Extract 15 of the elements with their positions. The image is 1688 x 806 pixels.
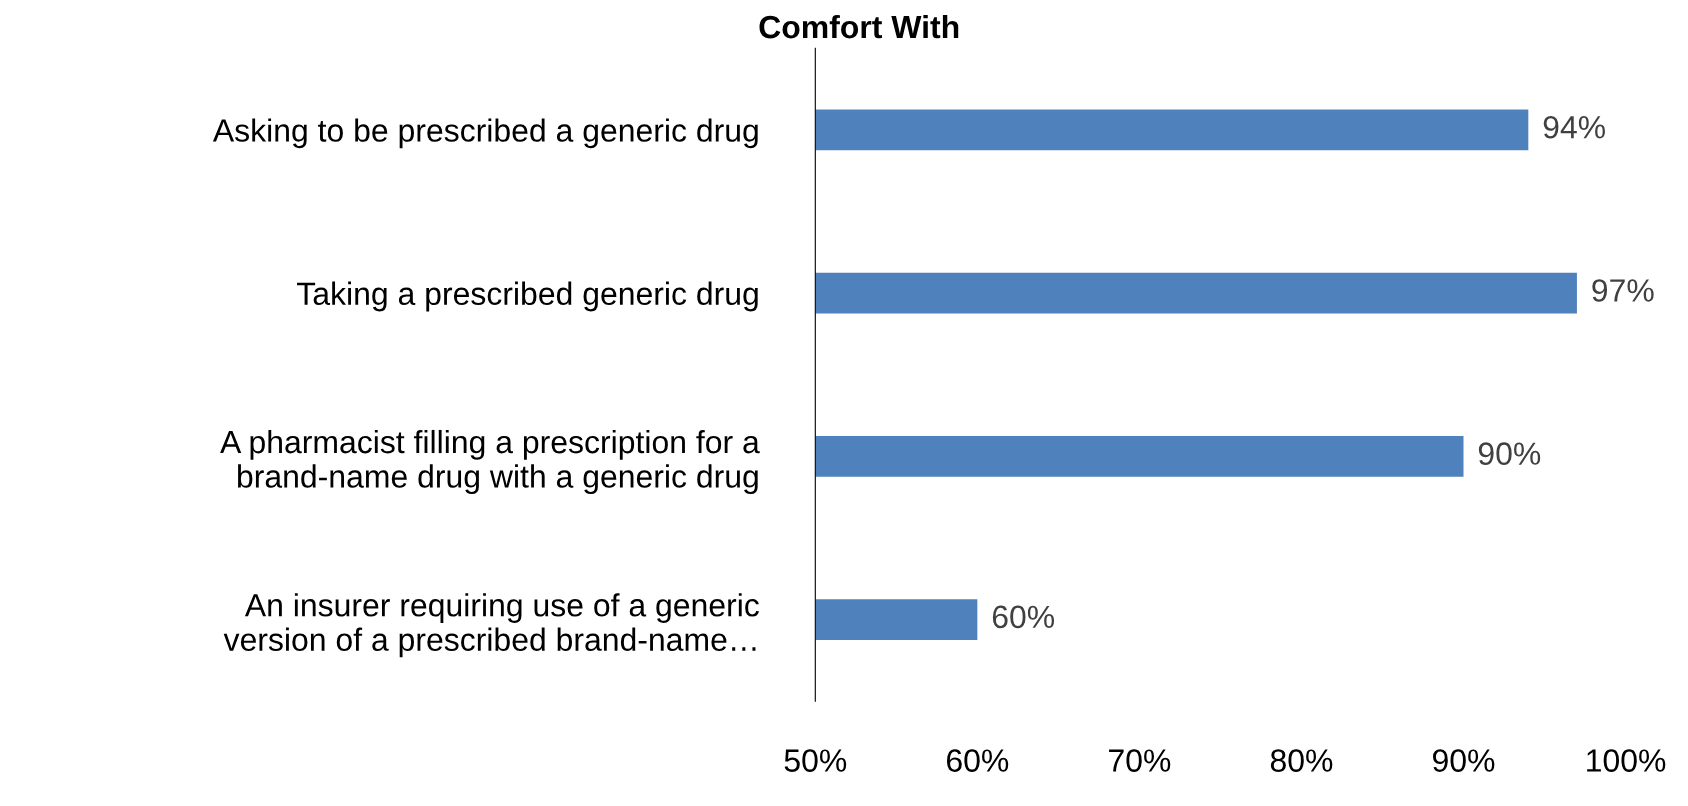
y-tick-label: A pharmacist filling a prescription for a brand-name drug with a generic drug — [220, 429, 760, 495]
data-label: 90% — [1478, 442, 1541, 465]
data-label: 97% — [1592, 279, 1654, 302]
data-label: 60% — [992, 605, 1055, 629]
chart-title: Comfort With — [759, 14, 959, 39]
y-tick-label: Taking a prescribed generic drug — [297, 281, 758, 312]
y-tick-label: An insurer requiring use of a generic version of a prescribed brand-name… — [223, 593, 759, 658]
x-tick-label: 60% — [947, 749, 1009, 772]
y-tick-label: Asking to be prescribed a generic drug — [212, 118, 758, 149]
x-tick-label: 100% — [1587, 749, 1666, 772]
data-label: 94% — [1543, 115, 1605, 139]
x-tick-label: 80% — [1270, 749, 1333, 772]
x-tick-label: 70% — [1109, 749, 1171, 772]
x-tick-label: 50% — [784, 749, 847, 772]
x-tick-label: 90% — [1433, 749, 1495, 772]
